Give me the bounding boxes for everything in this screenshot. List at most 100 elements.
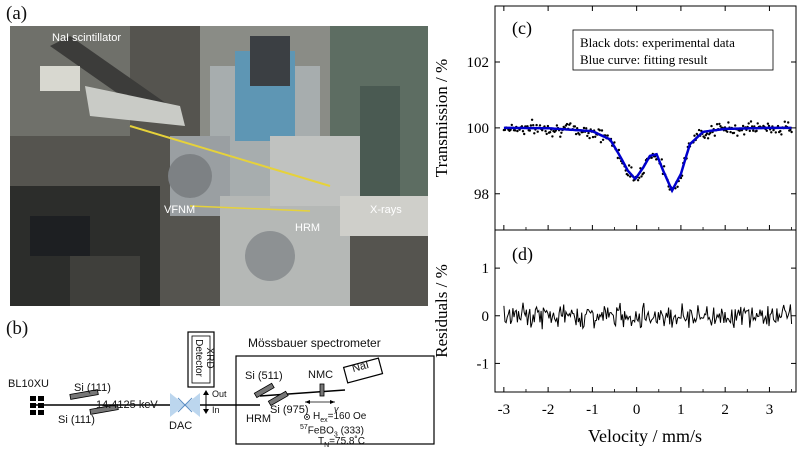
legend-line-1: Black dots: experimental data: [580, 35, 735, 50]
data-point: [749, 120, 753, 123]
data-point: [530, 118, 534, 122]
si111-crystal-top: [69, 389, 99, 400]
data-point: [660, 158, 663, 161]
data-point: [706, 137, 710, 140]
data-point: [560, 131, 563, 134]
data-point: [599, 141, 603, 144]
data-point: [642, 171, 645, 175]
data-point: [729, 130, 732, 134]
residual-line: [503, 302, 793, 330]
data-point: [529, 124, 533, 127]
data-point: [516, 129, 519, 133]
data-point: [787, 121, 790, 124]
y-tick-label-c: 100: [467, 121, 490, 137]
si975-label: Si (975): [270, 404, 309, 416]
beamline-name: BL10XU: [8, 378, 49, 390]
data-point: [732, 131, 736, 135]
data-point: [629, 175, 632, 178]
data-point: [616, 156, 619, 160]
data-point: [600, 129, 604, 132]
field-label: Hex=160 Oe: [313, 411, 367, 424]
data-point: [755, 129, 758, 133]
data-point: [574, 132, 578, 136]
xrd-label-line2: Detector: [193, 339, 204, 377]
spectrometer-title: Mössbauer spectrometer: [248, 336, 381, 350]
data-point: [650, 156, 653, 159]
fit-curve: [503, 126, 792, 194]
data-point: [627, 164, 631, 167]
data-point: [523, 132, 526, 136]
xrd-detector-label: XRD Detector: [193, 338, 215, 378]
data-point: [578, 133, 581, 136]
data-point: [697, 128, 701, 132]
panel-d-frame: [494, 229, 797, 393]
data-point: [736, 134, 739, 137]
x-tick-label: 2: [721, 402, 729, 418]
data-point: [676, 185, 679, 188]
data-point: [747, 122, 750, 125]
data-point: [544, 130, 547, 133]
data-point: [532, 124, 535, 127]
data-point: [586, 134, 589, 138]
data-point: [513, 129, 517, 132]
panel-c-ylabel: Transmission / %: [432, 59, 451, 177]
data-point: [598, 129, 601, 132]
data-point: [748, 129, 751, 133]
beamline-schematic: [30, 331, 435, 445]
panel-c-label: (c): [512, 18, 532, 39]
si975-crystal: [267, 390, 289, 407]
data-point: [790, 130, 793, 134]
in-label: In: [212, 405, 220, 415]
data-point: [772, 128, 775, 132]
xrd-label-line1: XRD: [204, 347, 215, 369]
data-point: [538, 124, 542, 127]
experiment-photo: NaI scintillator VFNM HRM X-rays: [10, 26, 428, 306]
x-tick-label: -3: [498, 402, 511, 418]
data-point: [509, 128, 512, 131]
dac-label: DAC: [169, 420, 193, 432]
si111-crystal-bottom: [89, 404, 119, 415]
data-point: [555, 124, 559, 127]
data-point: [585, 127, 588, 130]
data-point: [726, 130, 729, 133]
data-point: [591, 135, 595, 139]
data-point: [533, 132, 536, 135]
xrays-label: X-rays: [370, 204, 402, 216]
data-point: [626, 174, 630, 177]
si511-crystal: [253, 382, 275, 399]
data-point: [630, 166, 633, 169]
data-point: [766, 122, 770, 125]
data-point: [546, 124, 550, 128]
velocity-label: v: [334, 404, 339, 414]
y-tick-label-d: 0: [482, 309, 490, 325]
data-point: [536, 130, 539, 133]
nmc-sample: [319, 383, 325, 397]
data-point: [606, 134, 609, 137]
si111-bottom-label: Si (111): [58, 414, 95, 426]
data-point: [780, 133, 783, 136]
data-point: [727, 121, 730, 124]
data-point: [569, 122, 572, 125]
hrm-schematic-label: HRM: [246, 413, 272, 425]
legend-box: [572, 29, 774, 71]
data-point: [535, 123, 538, 127]
out-label: Out: [212, 389, 227, 399]
si511-label: Si (511): [245, 370, 283, 382]
data-point: [710, 124, 713, 128]
data-point: [774, 131, 777, 134]
data-point: [718, 122, 721, 126]
nmc-label: NMC: [308, 369, 334, 381]
x-axis-label: Velocity / mm/s: [588, 426, 702, 446]
data-point: [510, 123, 513, 127]
data-point: [783, 120, 786, 123]
x-tick-label: 1: [677, 402, 685, 418]
data-point: [551, 135, 554, 138]
y-tick-label-c: 98: [474, 187, 489, 203]
data-point: [767, 124, 771, 128]
data-point: [528, 129, 531, 132]
vfnm-label: VFNM: [164, 204, 196, 216]
data-point: [503, 128, 507, 132]
data-point: [573, 125, 577, 128]
data-point: [750, 125, 754, 128]
hrm-label: HRM: [295, 222, 321, 234]
